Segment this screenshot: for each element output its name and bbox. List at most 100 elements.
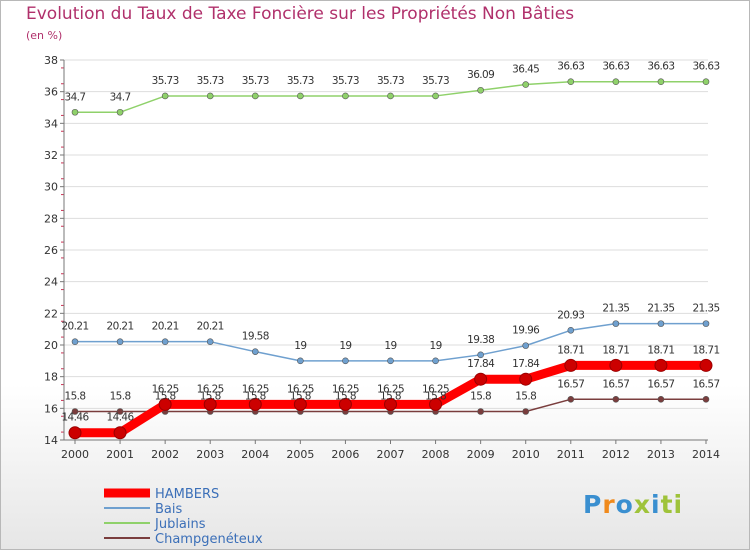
data-point	[251, 92, 259, 100]
data-label: 35.73	[242, 75, 269, 87]
data-point	[609, 358, 623, 372]
data-point	[116, 108, 124, 116]
data-label: 20.21	[152, 321, 179, 333]
data-label: 19.96	[512, 325, 540, 337]
chart-unit-label: (en %)	[26, 29, 63, 42]
y-tick-label: 20	[44, 339, 58, 352]
data-label: 19	[294, 340, 306, 352]
data-point	[116, 408, 124, 415]
data-label: 16.25	[422, 383, 449, 395]
data-label: 36.63	[692, 61, 719, 73]
data-point	[116, 338, 124, 345]
data-label: 14.46	[107, 412, 135, 424]
logo-letter: o	[615, 490, 634, 519]
data-label: 36.09	[467, 69, 494, 81]
data-point	[387, 92, 394, 100]
data-label: 18.71	[602, 344, 629, 356]
data-point	[206, 338, 214, 345]
data-label: 36.63	[647, 61, 674, 73]
data-point	[429, 397, 443, 411]
data-label: 15.8	[245, 391, 266, 403]
data-label: 16.25	[377, 383, 404, 395]
data-label: 15.8	[515, 391, 536, 403]
data-label: 16.25	[197, 383, 224, 395]
data-point	[522, 342, 530, 349]
y-tick-label: 36	[44, 86, 58, 99]
data-label: 36.63	[557, 61, 584, 73]
legend-label: Champgenéteux	[155, 532, 263, 547]
data-point	[297, 92, 304, 100]
data-label: 15.8	[65, 391, 86, 403]
data-label: 19	[384, 340, 396, 352]
x-tick-label: 2011	[557, 448, 585, 461]
data-label: 20.21	[197, 321, 224, 333]
x-tick-label: 2006	[331, 448, 359, 461]
legend-label: Bais	[155, 502, 182, 517]
data-point	[522, 408, 530, 415]
x-tick-label: 2005	[286, 448, 314, 461]
x-tick-label: 2012	[602, 448, 630, 461]
y-tick-label: 32	[44, 149, 58, 162]
data-label: 17.84	[467, 358, 495, 370]
y-tick-label: 18	[44, 371, 58, 384]
logo-letter: P	[583, 490, 603, 519]
data-label: 36.63	[602, 61, 629, 73]
data-label: 34.7	[65, 91, 86, 103]
data-point	[612, 78, 620, 85]
data-label: 19	[339, 340, 351, 352]
x-tick-label: 2013	[647, 448, 675, 461]
x-tick-label: 2003	[196, 448, 224, 461]
x-tick-label: 2008	[422, 448, 450, 461]
data-point	[567, 326, 575, 334]
data-point	[113, 426, 127, 440]
data-label: 15.8	[200, 391, 221, 403]
data-point	[342, 357, 349, 365]
data-point	[338, 397, 352, 411]
data-label: 15.8	[335, 391, 356, 403]
y-tick-label: 24	[44, 276, 58, 289]
data-point	[158, 397, 172, 411]
data-point	[68, 426, 82, 440]
data-label: 16.57	[557, 378, 584, 390]
y-tick-label: 30	[44, 181, 58, 194]
data-point	[384, 397, 397, 411]
data-point	[477, 351, 484, 359]
data-label: 16.25	[287, 383, 314, 395]
data-label: 17.84	[512, 358, 540, 370]
data-point	[474, 372, 488, 386]
data-point	[657, 320, 665, 327]
data-point	[206, 92, 214, 100]
data-label: 15.8	[110, 391, 131, 403]
data-point	[251, 348, 259, 355]
data-label: 20.93	[557, 309, 584, 321]
data-point	[387, 357, 394, 365]
data-label: 20.21	[61, 321, 88, 333]
data-point	[161, 338, 169, 345]
y-tick-label: 16	[44, 402, 58, 415]
data-point	[702, 78, 710, 85]
data-label: 35.73	[152, 75, 179, 87]
data-point	[519, 372, 533, 386]
x-tick-label: 2001	[106, 448, 134, 461]
data-label: 35.73	[197, 75, 224, 87]
data-label: 18.71	[557, 344, 584, 356]
legend-label: Jublains	[154, 517, 206, 532]
data-label: 16.25	[152, 383, 179, 395]
data-point	[567, 396, 575, 403]
data-point	[203, 397, 217, 411]
data-label: 19.58	[242, 331, 269, 343]
data-point	[612, 396, 620, 403]
data-label: 19.38	[467, 334, 494, 346]
data-point	[432, 92, 439, 100]
x-tick-label: 2002	[151, 448, 179, 461]
data-point	[161, 92, 169, 100]
data-label: 16.57	[647, 378, 674, 390]
data-point	[342, 92, 349, 100]
data-label: 21.35	[692, 303, 719, 315]
x-tick-label: 2007	[377, 448, 405, 461]
logo-letter: r	[602, 490, 616, 519]
logo-letter: ti	[660, 490, 684, 519]
data-label: 16.25	[242, 383, 269, 395]
y-tick-label: 28	[44, 212, 58, 225]
